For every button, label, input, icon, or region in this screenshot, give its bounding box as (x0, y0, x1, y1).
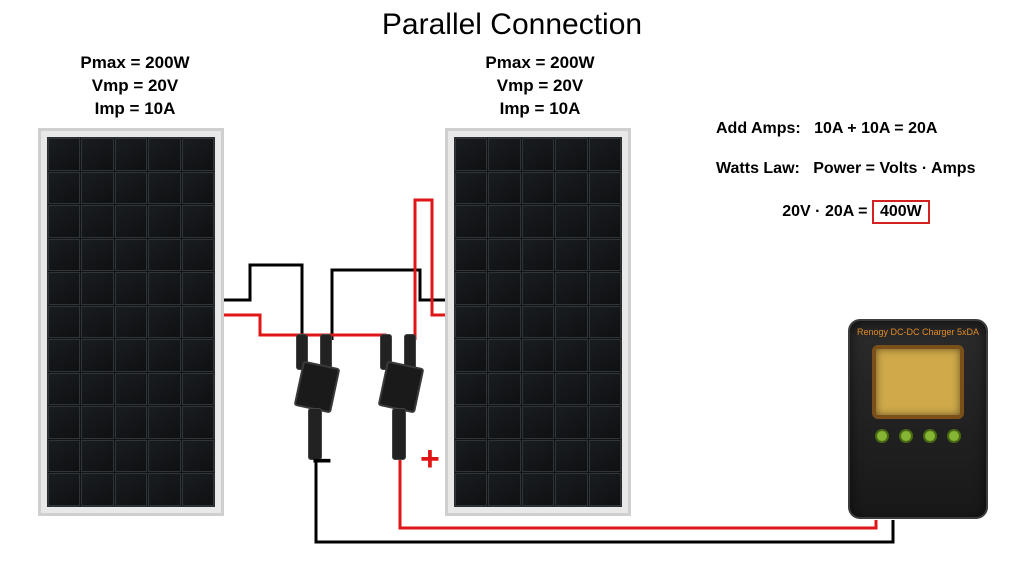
panel1-specs: Pmax = 200W Vmp = 20V Imp = 10A (75, 52, 195, 121)
power-result: 400W (872, 200, 930, 224)
polarity-negative: − (312, 442, 332, 481)
panel2-specs: Pmax = 200W Vmp = 20V Imp = 10A (480, 52, 600, 121)
add-amps-value: 10A + 10A = 20A (814, 120, 937, 137)
polarity-positive: + (420, 440, 440, 479)
panel1-imp: Imp = 10A (75, 98, 195, 121)
solar-panel-2 (445, 128, 631, 516)
controller-button (875, 429, 889, 443)
panel2-imp: Imp = 10A (480, 98, 600, 121)
controller-header: Renogy DC-DC Charger 5xDA (850, 321, 986, 339)
y-connector-negative (288, 330, 346, 460)
controller-button (899, 429, 913, 443)
add-amps-label: Add Amps: (716, 120, 801, 137)
watts-law-label: Watts Law: (716, 160, 800, 177)
controller-buttons (850, 429, 986, 443)
solar-panel-2-grid (454, 137, 622, 507)
solar-panel-1-grid (47, 137, 215, 507)
panel2-vmp: Vmp = 20V (480, 75, 600, 98)
power-eq-prefix: 20V · 20A = (782, 203, 867, 220)
controller-button (923, 429, 937, 443)
solar-panel-1 (38, 128, 224, 516)
diagram-title: Parallel Connection (0, 8, 1024, 42)
watts-law-value: Power = Volts · Amps (813, 160, 975, 177)
controller-button (947, 429, 961, 443)
panel1-pmax: Pmax = 200W (75, 52, 195, 75)
panel1-vmp: Vmp = 20V (75, 75, 195, 98)
controller-screen (872, 345, 964, 419)
panel2-pmax: Pmax = 200W (480, 52, 600, 75)
calculation-block: Add Amps: 10A + 10A = 20A Watts Law: Pow… (716, 120, 996, 246)
charge-controller: Renogy DC-DC Charger 5xDA (848, 319, 988, 519)
